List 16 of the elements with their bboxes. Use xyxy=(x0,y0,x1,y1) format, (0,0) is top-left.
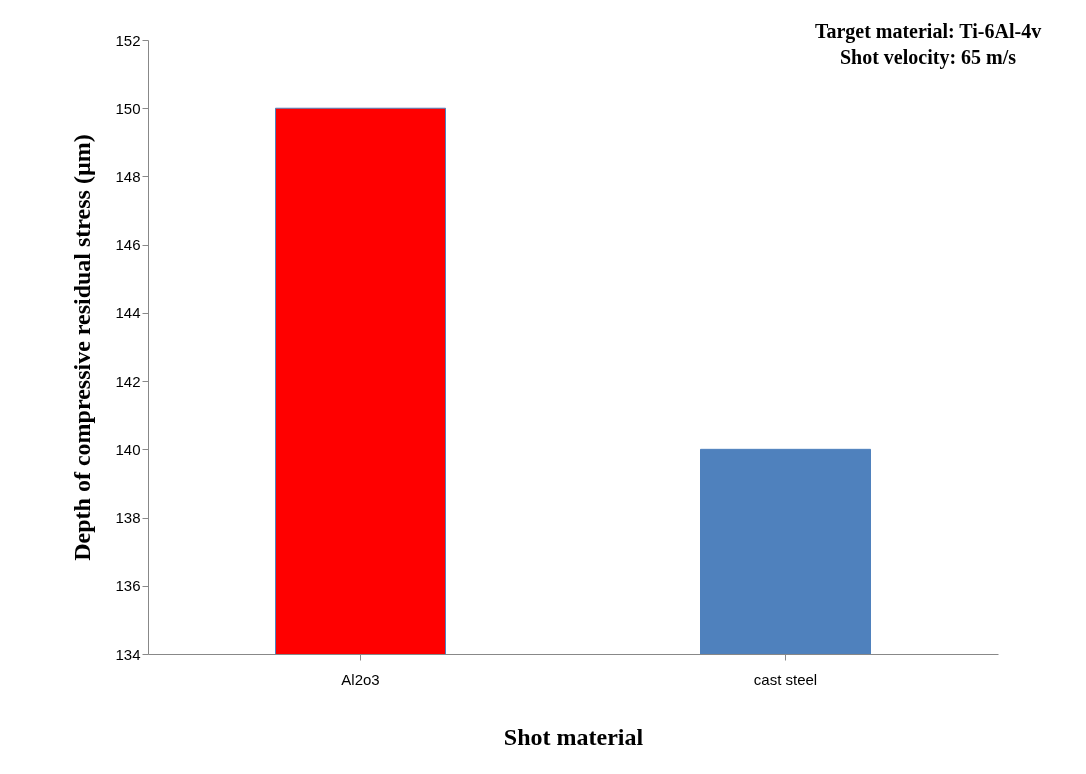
y-tick-label: 148 xyxy=(115,167,141,185)
x-tick-label: Al2o3 xyxy=(341,670,380,688)
x-axis-title: Shot material xyxy=(503,723,644,750)
y-tick-label: 144 xyxy=(115,304,141,322)
x-tick-label: cast steel xyxy=(753,670,818,688)
annotation: Target material: Ti-6Al-4v xyxy=(814,20,1042,43)
y-tick-label: 146 xyxy=(115,236,141,254)
annotation: Shot velocity: 65 m/s xyxy=(839,46,1017,69)
y-tick-label: 138 xyxy=(115,509,141,527)
y-tick-label: 140 xyxy=(115,440,141,458)
y-tick-label: 152 xyxy=(115,31,141,49)
y-tick-label: 150 xyxy=(115,99,141,117)
y-tick-label: 142 xyxy=(115,372,141,390)
y-tick-label: 134 xyxy=(115,645,141,663)
y-tick-label: 136 xyxy=(115,577,141,595)
y-axis-title: Depth of compressive residual stress (µm) xyxy=(69,134,96,561)
